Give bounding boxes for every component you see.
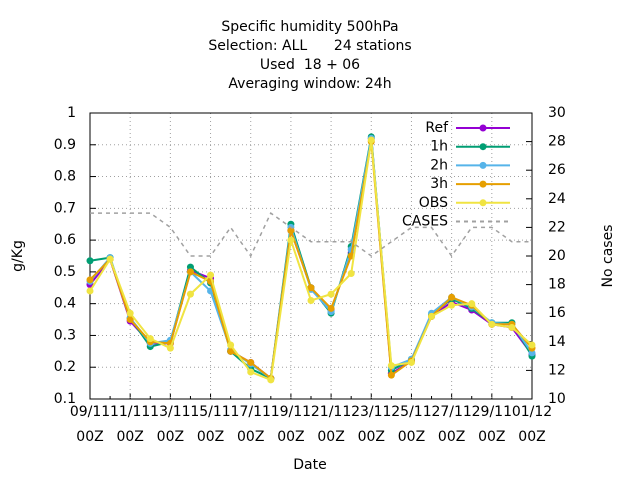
point bbox=[86, 257, 94, 265]
point bbox=[267, 376, 275, 384]
x-tick-label: 25/11 00Z bbox=[391, 404, 432, 445]
y2-tick-label: 26 bbox=[548, 162, 566, 178]
point bbox=[166, 344, 174, 352]
legend-marker bbox=[479, 143, 487, 151]
point bbox=[307, 284, 315, 292]
point bbox=[146, 335, 154, 343]
y-tick-label: 0.3 bbox=[54, 327, 76, 343]
x-tick-label: 09/11 00Z bbox=[69, 404, 111, 445]
x-tick-label: 21/11 00Z bbox=[310, 404, 352, 445]
y2-tick-label: 14 bbox=[548, 334, 566, 350]
point bbox=[448, 301, 456, 309]
y-tick-label: 0.2 bbox=[54, 359, 76, 375]
legend-label: 3h bbox=[430, 176, 448, 192]
x-axis-label: Date bbox=[293, 457, 326, 473]
plot-frame bbox=[89, 112, 533, 400]
y-tick-label: 0.1 bbox=[54, 391, 76, 407]
legend-label: Ref bbox=[425, 120, 449, 136]
point bbox=[428, 312, 436, 320]
legend-label: CASES bbox=[402, 214, 448, 230]
x-tick-label: 29/11 00Z bbox=[471, 404, 512, 445]
y2-tick-label: 30 bbox=[548, 105, 566, 121]
legend-marker bbox=[479, 199, 487, 207]
point bbox=[247, 368, 255, 376]
title-line: Specific humidity 500hPa bbox=[221, 19, 398, 35]
point bbox=[367, 136, 375, 144]
point bbox=[407, 358, 415, 366]
point bbox=[86, 276, 94, 284]
series-line bbox=[89, 141, 533, 381]
y-tick-label: 0.8 bbox=[54, 169, 76, 185]
point bbox=[287, 227, 295, 235]
point bbox=[327, 304, 335, 312]
y2-tick-label: 24 bbox=[548, 191, 566, 207]
y2-tick-label: 12 bbox=[548, 362, 566, 378]
point bbox=[126, 316, 134, 324]
point bbox=[227, 341, 235, 349]
point bbox=[227, 347, 235, 355]
y-tick-label: 0.5 bbox=[54, 264, 76, 280]
point bbox=[186, 268, 194, 276]
x-tick-label: 01/12 00Z bbox=[511, 404, 553, 445]
legend-marker bbox=[479, 180, 487, 188]
y2-tick-label: 10 bbox=[548, 391, 566, 407]
point bbox=[106, 255, 114, 263]
y2-tick-label: 22 bbox=[548, 219, 566, 235]
point bbox=[468, 300, 476, 308]
y2-tick-label: 28 bbox=[548, 134, 566, 150]
point bbox=[207, 271, 215, 279]
legend-marker bbox=[479, 124, 487, 132]
point bbox=[528, 341, 536, 349]
point bbox=[126, 309, 134, 317]
title-line: Used 18 + 06 bbox=[260, 57, 360, 73]
y-tick-label: 0.7 bbox=[54, 200, 76, 216]
point bbox=[186, 290, 194, 298]
y-tick-label: 0.6 bbox=[54, 232, 76, 248]
point bbox=[387, 371, 395, 379]
legend-label: 1h bbox=[430, 139, 448, 155]
x-tick-label: 15/11 00Z bbox=[190, 404, 231, 445]
y-tick-label: 0.9 bbox=[54, 137, 76, 153]
x-tick-label: 27/11 00Z bbox=[431, 404, 472, 445]
x-tick-label: 11/11 00Z bbox=[109, 404, 151, 445]
y-tick-label: 1 bbox=[67, 105, 76, 121]
legend-label: 2h bbox=[430, 157, 448, 173]
x-tick-label: 13/11 00Z bbox=[150, 404, 191, 445]
y2-tick-label: 18 bbox=[548, 277, 566, 293]
legend-label: OBS bbox=[419, 195, 448, 211]
point bbox=[347, 269, 355, 277]
point bbox=[307, 296, 315, 304]
y2-tick-label: 20 bbox=[548, 248, 566, 264]
point bbox=[387, 362, 395, 370]
x-tick-label: 19/11 00Z bbox=[270, 404, 312, 445]
point bbox=[488, 320, 496, 328]
x-tick-label: 17/11 00Z bbox=[230, 404, 271, 445]
series-line bbox=[90, 211, 532, 258]
legend-marker bbox=[479, 161, 487, 169]
y2-axis-label: No cases bbox=[600, 225, 616, 288]
title-line: Selection: ALL 24 stations bbox=[208, 38, 411, 54]
point bbox=[86, 287, 94, 295]
title-line: Averaging window: 24h bbox=[228, 76, 391, 92]
y2-tick-label: 16 bbox=[548, 305, 566, 321]
point bbox=[448, 293, 456, 301]
point bbox=[287, 236, 295, 244]
x-tick-label: 23/11 00Z bbox=[351, 404, 392, 445]
point bbox=[327, 290, 335, 298]
point bbox=[508, 324, 516, 331]
y-axis-label: g/Kg bbox=[10, 240, 26, 272]
point bbox=[247, 358, 255, 366]
y-tick-label: 0.4 bbox=[54, 296, 76, 312]
